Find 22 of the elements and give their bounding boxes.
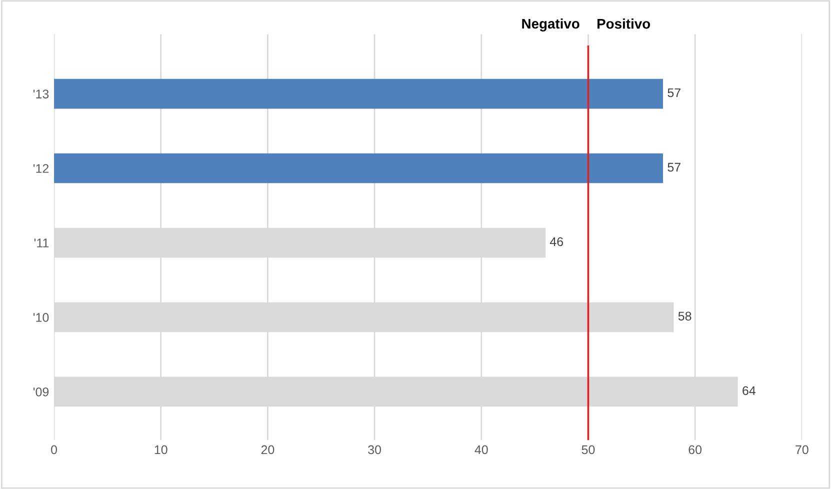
data-label: 57 xyxy=(668,88,680,98)
y-tick-label: '12 xyxy=(34,164,49,173)
x-tick-label: 30 xyxy=(368,445,382,454)
data-label: 58 xyxy=(678,312,692,321)
y-tick-label: '13 xyxy=(34,90,49,98)
x-tick-label: 20 xyxy=(261,445,274,454)
data-label: 46 xyxy=(550,237,564,246)
text: Positivo xyxy=(597,18,650,29)
text: Negativo xyxy=(522,18,580,32)
x-tick-label: 70 xyxy=(796,445,808,454)
x-tick-label: 40 xyxy=(474,445,488,454)
y-tick-label: '09 xyxy=(34,387,49,396)
data-label: 57 xyxy=(668,162,680,172)
bar xyxy=(54,153,664,184)
x-tick-label: 50 xyxy=(582,445,595,454)
x-tick-label: 60 xyxy=(688,445,702,454)
x-tick-label: 10 xyxy=(154,445,168,454)
x-tick-label: 0 xyxy=(51,445,57,454)
y-tick-label: '10 xyxy=(34,313,49,322)
y-tick-label: '11 xyxy=(34,238,49,248)
data-label: 64 xyxy=(742,386,756,396)
bar xyxy=(54,78,664,109)
